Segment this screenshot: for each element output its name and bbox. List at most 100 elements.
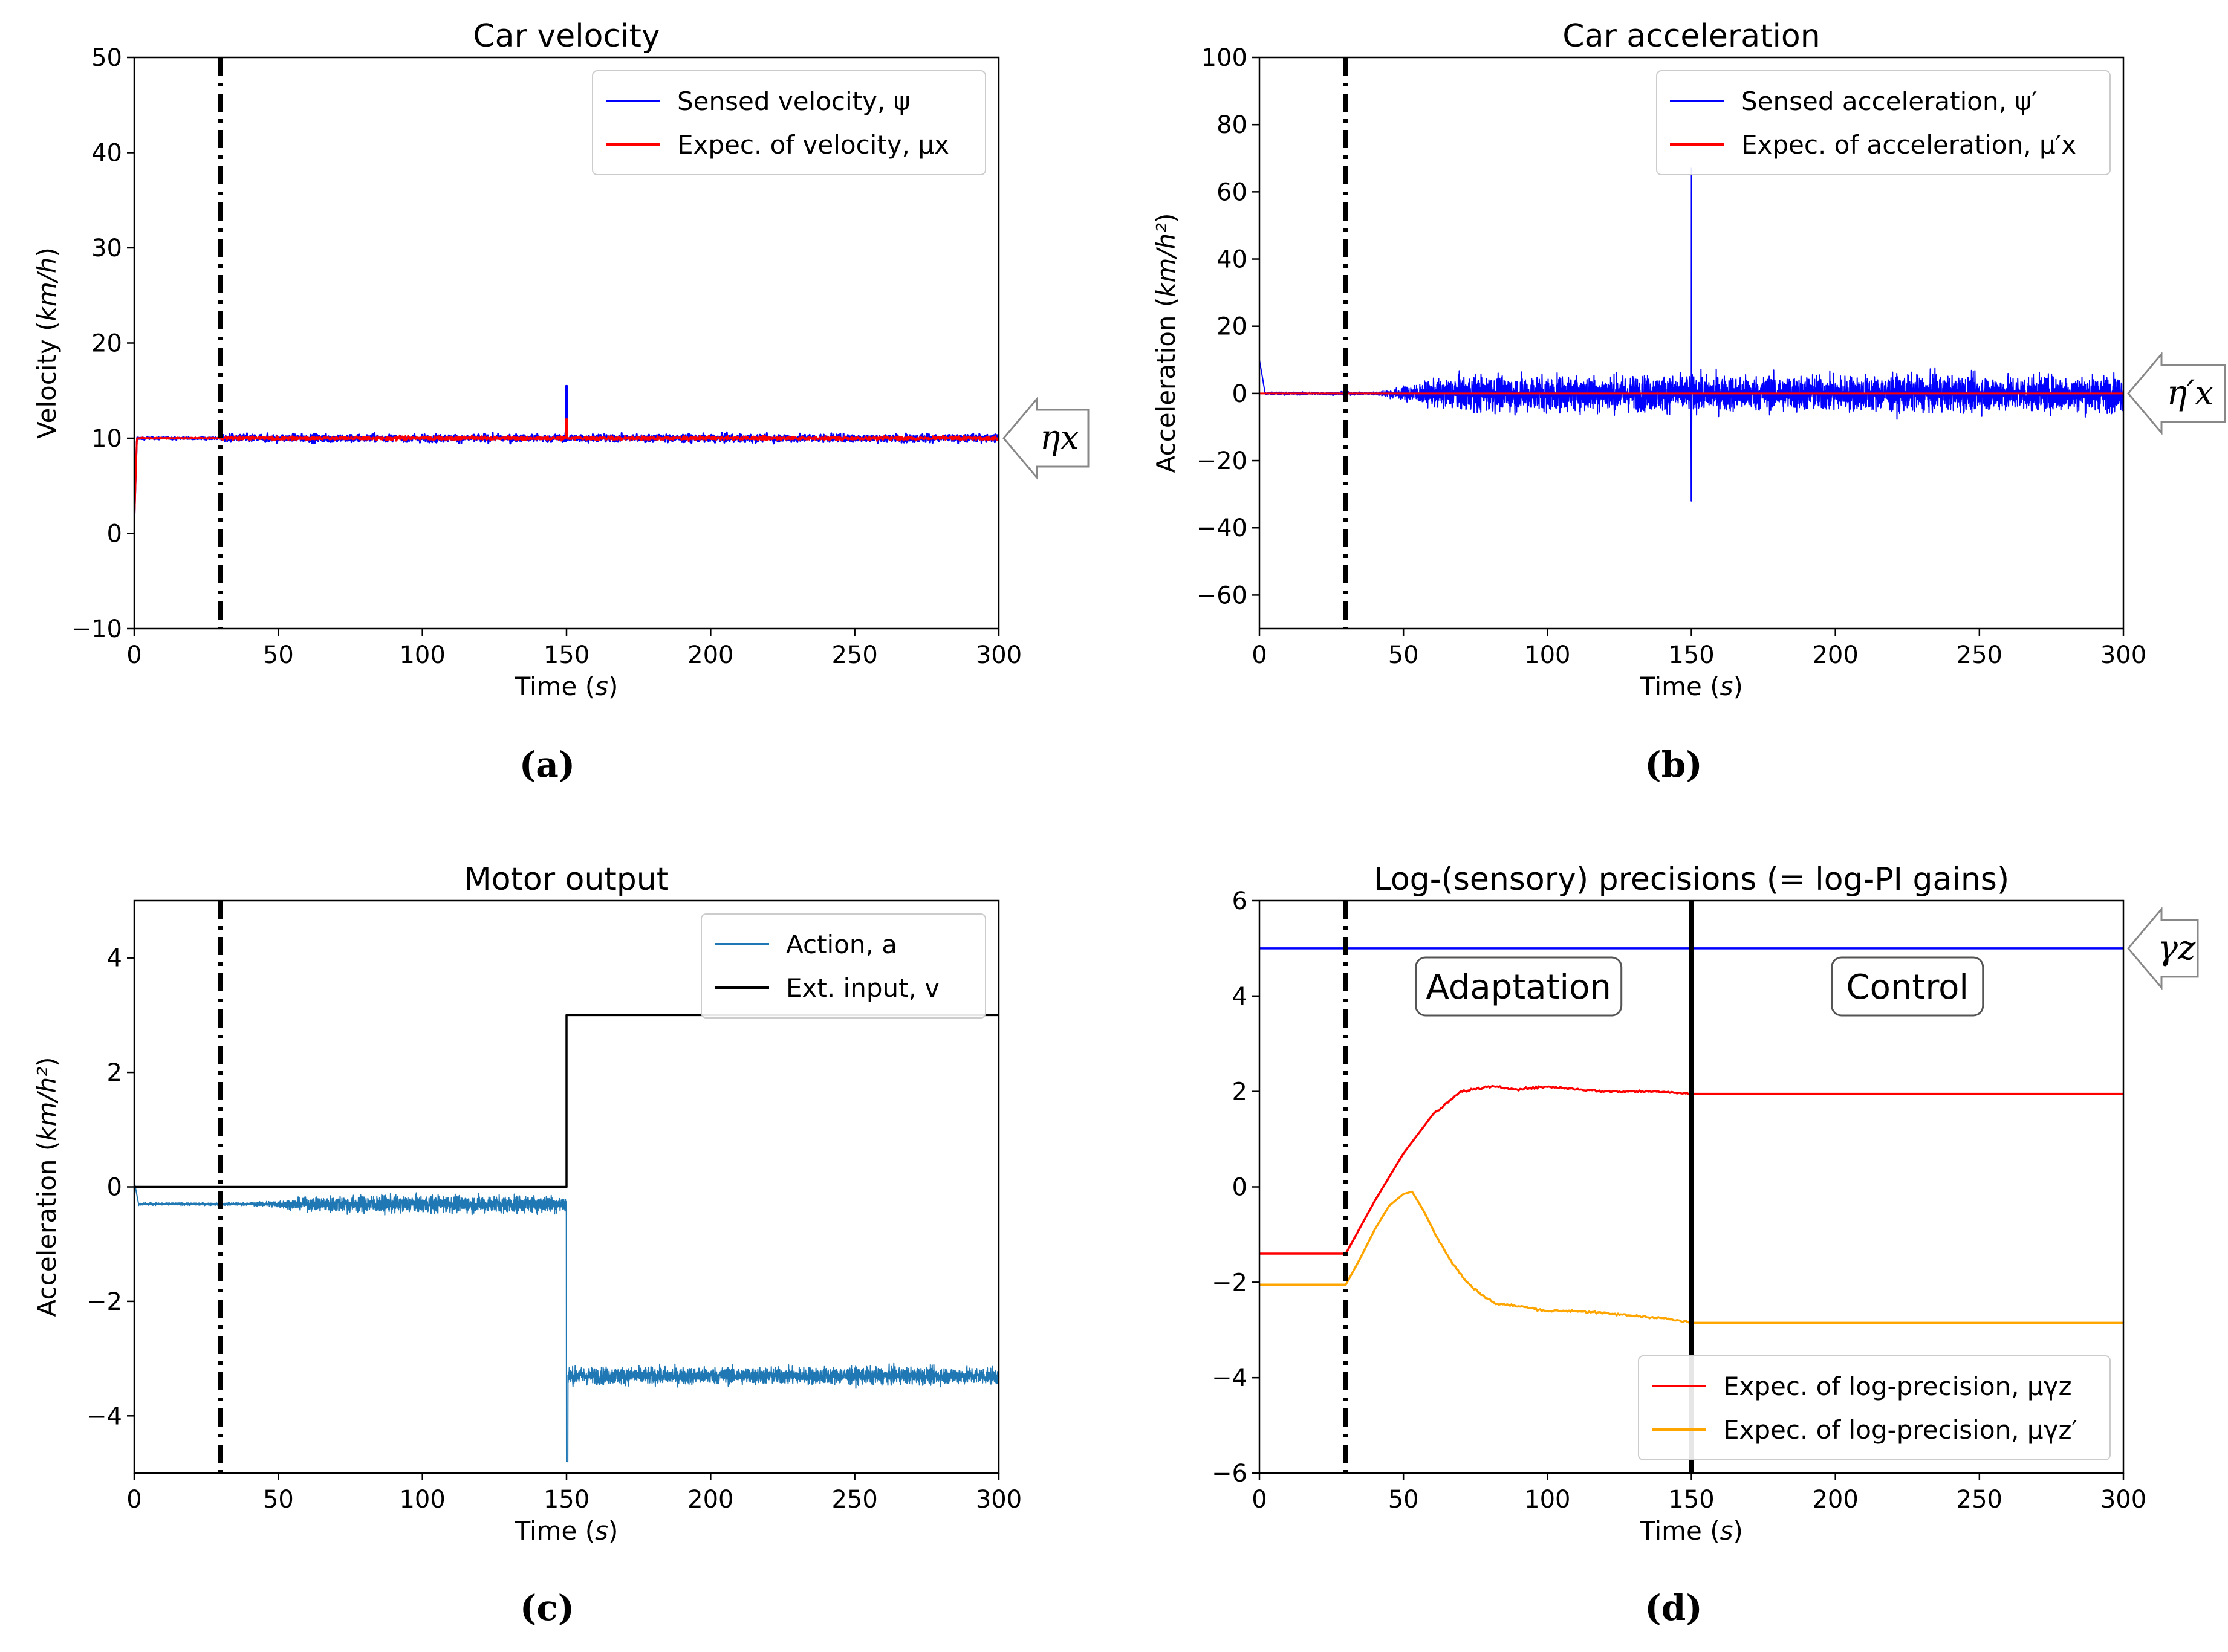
- y-axis-label: Velocity (km/h): [32, 247, 62, 439]
- x-tick-label: 100: [399, 1486, 445, 1514]
- y-tick-label: 6: [1232, 887, 1247, 915]
- chart-title: Motor output: [464, 861, 669, 898]
- annotation-arrow: [2127, 351, 2226, 435]
- plot-area-a: [134, 384, 999, 524]
- x-tick-label: 150: [1668, 1486, 1714, 1514]
- annotation-label: η′x: [2167, 374, 2214, 413]
- x-tick-label: 0: [126, 641, 141, 669]
- x-tick-label: 250: [831, 1486, 877, 1514]
- y-tick-label: −10: [71, 615, 122, 643]
- y-tick-label: −20: [1197, 447, 1247, 475]
- x-axis-label: Time (s): [515, 1516, 619, 1546]
- y-tick-label: 10: [91, 425, 122, 453]
- legend-entry: Expec. of log-precision, μγz: [1723, 1372, 2072, 1401]
- legend-entry: Expec. of acceleration, μ′x: [1741, 130, 2076, 160]
- y-axis-label: Acceleration (km/h²): [1151, 213, 1181, 473]
- x-tick-label: 300: [2100, 1486, 2146, 1514]
- x-tick-label: 300: [2100, 641, 2146, 669]
- legend-a: Sensed velocity, ψ Expec. of velocity, μx: [592, 70, 986, 175]
- chart-b: 0 50 100 150 200 250 300 −60 −40 −20 0 20 40 60 80 100 C…: [1151, 18, 2226, 785]
- x-tick-label: 100: [399, 641, 445, 669]
- plot-area-c: [134, 1014, 999, 1463]
- legend-box: [1638, 1355, 2111, 1460]
- legend-entry: Action, a: [786, 930, 897, 959]
- y-tick-label: 100: [1201, 44, 1247, 72]
- y-tick-label: −40: [1197, 514, 1247, 542]
- annotation-label: ηx: [1040, 418, 1079, 458]
- series-sensed-velocity: [134, 384, 999, 524]
- x-tick-label: 200: [1812, 1486, 1858, 1514]
- series-ext-input: [134, 1014, 999, 1188]
- x-axis-label: Time (s): [515, 672, 619, 701]
- y-tick-label: 20: [91, 330, 122, 358]
- x-tick-label: 150: [544, 1486, 589, 1514]
- chart-d: 0 50 100 150 200 250 300 −6 −4 −2 0 2 4 6 Log-(sensory…: [1212, 861, 2199, 1628]
- y-tick-label: −4: [1212, 1364, 1247, 1392]
- y-tick-label: 30: [91, 235, 122, 262]
- region-label-box: [1831, 956, 1984, 1017]
- y-tick-label: 20: [1216, 313, 1247, 341]
- x-tick-label: 200: [687, 1486, 733, 1514]
- chart-title: Car velocity: [473, 18, 660, 54]
- legend-c: Action, a Ext. input, v: [701, 913, 986, 1019]
- y-tick-label: 0: [1232, 380, 1247, 408]
- x-tick-label: 100: [1524, 641, 1570, 669]
- x-tick-label: 250: [1957, 1486, 2002, 1514]
- x-tick-label: 300: [976, 1486, 1022, 1514]
- y-tick-label: 0: [107, 1174, 122, 1202]
- y-tick-label: 60: [1216, 178, 1247, 206]
- x-tick-label: 50: [1388, 641, 1419, 669]
- x-tick-label: 50: [263, 1486, 294, 1514]
- legend-entry: Ext. input, v: [786, 973, 940, 1003]
- legend-entry: Sensed acceleration, ψ′: [1741, 86, 2038, 116]
- x-tick-label: 150: [544, 641, 589, 669]
- y-tick-label: 2: [1232, 1078, 1247, 1106]
- region-label-control: Control: [1846, 968, 1969, 1007]
- x-tick-label: 200: [1812, 641, 1858, 669]
- x-tick-label: 200: [687, 641, 733, 669]
- legend-b: Sensed acceleration, ψ′ Expec. of acceler…: [1656, 70, 2111, 175]
- y-tick-label: −2: [86, 1288, 122, 1316]
- panel-label-b: (b): [1645, 744, 1702, 785]
- y-tick-label: 4: [107, 945, 122, 973]
- legend-entry: Sensed velocity, ψ: [677, 86, 910, 116]
- legend-entry: Expec. of velocity, μx: [677, 130, 949, 160]
- series-expected-velocity: [134, 418, 999, 524]
- x-tick-label: 100: [1524, 1486, 1570, 1514]
- y-tick-label: 80: [1216, 111, 1247, 139]
- region-label-box: [1415, 956, 1623, 1017]
- y-tick-label: 0: [107, 520, 122, 548]
- x-axis-label: Time (s): [1639, 672, 1743, 701]
- legend-box: [592, 70, 986, 175]
- panel-label-c: (c): [520, 1587, 574, 1628]
- x-tick-label: 0: [1252, 641, 1267, 669]
- y-tick-label: 40: [91, 140, 122, 167]
- annotation-arrow: [1002, 396, 1090, 481]
- legend-d: Expec. of log-precision, μγz Expec. of lo…: [1638, 1355, 2111, 1460]
- x-tick-label: 0: [1252, 1486, 1267, 1514]
- y-tick-label: 50: [91, 44, 122, 72]
- x-tick-label: 250: [831, 641, 877, 669]
- x-tick-label: 300: [976, 641, 1022, 669]
- series-sensed-acceleration: [1259, 167, 2123, 502]
- panel-label-d: (d): [1645, 1587, 1702, 1628]
- series-action: [134, 1181, 999, 1463]
- x-tick-label: 0: [126, 1486, 141, 1514]
- y-tick-label: −6: [1212, 1460, 1247, 1488]
- annotation-arrow: [2127, 906, 2199, 991]
- legend-box: [1656, 70, 2111, 175]
- annotation-label: γz: [2158, 928, 2196, 968]
- y-tick-label: −60: [1197, 581, 1247, 609]
- y-tick-label: 2: [107, 1059, 122, 1087]
- y-tick-label: −4: [86, 1402, 122, 1430]
- x-tick-label: 50: [1388, 1486, 1419, 1514]
- x-tick-label: 250: [1957, 641, 2002, 669]
- chart-title: Car acceleration: [1562, 18, 1820, 54]
- chart-title: Log-(sensory) precisions (= log-PI gains…: [1374, 861, 2009, 898]
- legend-entry: Expec. of log-precision, μγz′: [1723, 1415, 2077, 1445]
- y-tick-label: 0: [1232, 1174, 1247, 1202]
- x-tick-label: 50: [263, 641, 294, 669]
- x-axis-label: Time (s): [1639, 1516, 1743, 1546]
